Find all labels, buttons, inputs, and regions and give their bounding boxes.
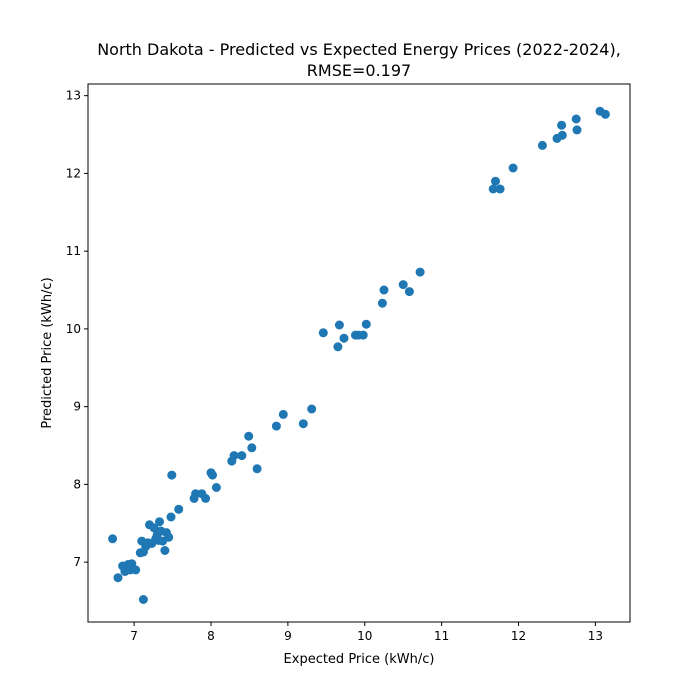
data-point [339, 333, 349, 343]
y-tick-label: 7 [73, 555, 81, 569]
data-point [358, 330, 368, 340]
data-point [160, 546, 170, 555]
data-point [278, 409, 288, 419]
x-tick-label: 7 [130, 629, 138, 643]
x-tick-label: 8 [207, 629, 215, 643]
data-point [211, 483, 221, 492]
data-point [557, 130, 567, 140]
data-point [557, 120, 567, 130]
data-point [244, 431, 254, 441]
x-tick-label: 10 [357, 629, 372, 643]
data-point [361, 319, 371, 329]
data-point [113, 573, 123, 583]
data-point [174, 504, 184, 514]
data-point [307, 404, 317, 414]
data-point [164, 532, 174, 542]
data-point [508, 163, 518, 173]
data-point [404, 287, 414, 297]
data-point [155, 517, 164, 527]
x-tick-label: 9 [284, 629, 292, 643]
data-point [237, 451, 247, 461]
data-point [271, 421, 281, 431]
data-point [201, 493, 211, 503]
data-point [131, 565, 141, 575]
data-point [334, 320, 344, 330]
data-point [252, 464, 262, 474]
y-axis-ticks: 7 8 9 10 11 12 13 [66, 89, 88, 569]
x-axis-label: Expected Price (kWh/c) [284, 652, 435, 667]
x-tick-label: 12 [511, 629, 526, 643]
data-point [247, 443, 257, 453]
data-point [333, 342, 343, 352]
plot-frame [87, 83, 631, 623]
data-point [571, 114, 581, 124]
data-point [379, 285, 389, 295]
y-tick-label: 10 [66, 322, 81, 336]
y-tick-label: 8 [73, 477, 81, 491]
data-point [495, 184, 505, 194]
data-point [191, 489, 201, 499]
y-tick-label: 11 [66, 244, 81, 258]
data-point [377, 298, 387, 308]
data-point [208, 470, 217, 480]
data-point [108, 534, 118, 544]
data-point [166, 512, 176, 522]
data-point [537, 140, 547, 150]
data-point [600, 109, 610, 119]
x-tick-label: 11 [434, 629, 449, 643]
data-point [318, 328, 328, 338]
data-points [108, 106, 610, 604]
chart-subtitle: RMSE=0.197 [307, 61, 411, 80]
data-point [298, 419, 308, 429]
data-point [415, 267, 425, 277]
y-tick-label: 13 [66, 89, 81, 103]
x-tick-label: 13 [588, 629, 603, 643]
data-point [138, 595, 148, 604]
data-point [491, 176, 500, 186]
data-point [229, 451, 239, 461]
data-point [167, 470, 177, 480]
y-axis-label: Predicted Price (kWh/c) [40, 277, 55, 428]
y-tick-label: 9 [73, 400, 81, 414]
y-tick-label: 12 [66, 166, 81, 180]
data-point [149, 523, 159, 533]
chart-title: North Dakota - Predicted vs Expected Ene… [97, 40, 621, 59]
data-point [488, 184, 498, 194]
x-axis-ticks: 7 8 9 10 11 12 13 [130, 622, 603, 643]
data-point [398, 280, 408, 290]
data-point [572, 125, 582, 135]
